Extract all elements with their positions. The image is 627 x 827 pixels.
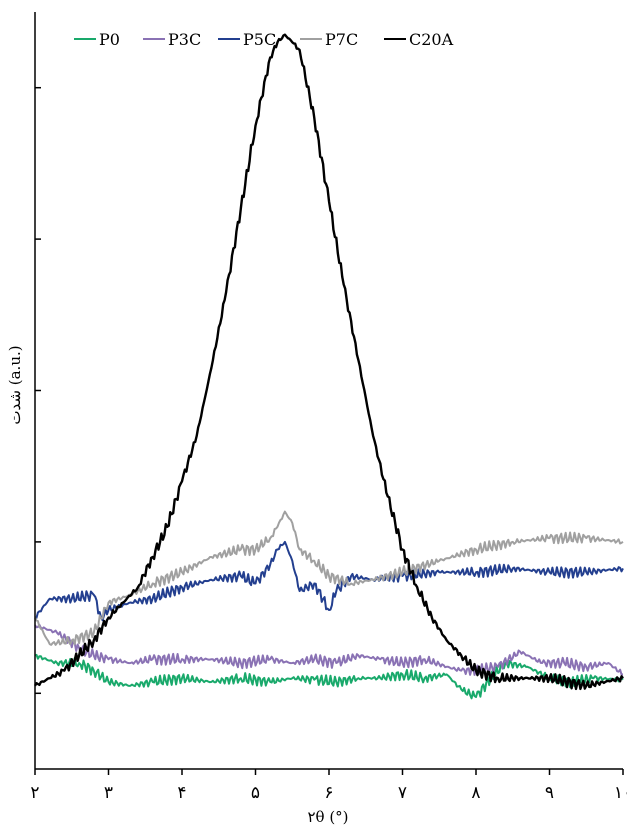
series-line-p3c	[34, 623, 624, 676]
legend: P0 P3C P5C P7C C20A	[74, 30, 454, 49]
legend-label-p5c: P5C	[243, 30, 276, 49]
series-line-c20a	[33, 33, 624, 691]
plot-lines	[33, 33, 624, 700]
x-tick-label: ۳	[104, 783, 113, 803]
x-tick-label: ۹	[545, 783, 554, 803]
y-axis-label: شدت (a.u.)	[6, 345, 24, 424]
x-tick-label: ۲	[30, 783, 39, 803]
series-line-p5c	[34, 540, 624, 622]
x-axis-label: ۲θ (°)	[307, 808, 348, 826]
series-line-p0	[34, 653, 624, 700]
x-tick-label: ۵	[251, 783, 260, 803]
x-tick-label: ۶	[324, 783, 333, 803]
x-tick-label: ۸	[471, 783, 480, 803]
legend-label-c20a: C20A	[409, 30, 454, 49]
x-tick-label: ۷	[398, 783, 407, 803]
legend-label-p0: P0	[99, 30, 120, 49]
legend-label-p7c: P7C	[325, 30, 358, 49]
y-ticks	[35, 86, 41, 695]
series-line-p7c	[34, 510, 624, 646]
x-tick-label: ۱۰	[614, 783, 627, 803]
legend-label-p3c: P3C	[168, 30, 201, 49]
x-ticks: ۲ ۳ ۴ ۵ ۶ ۷ ۸ ۹ ۱۰	[30, 769, 627, 803]
x-tick-label: ۴	[177, 783, 186, 803]
